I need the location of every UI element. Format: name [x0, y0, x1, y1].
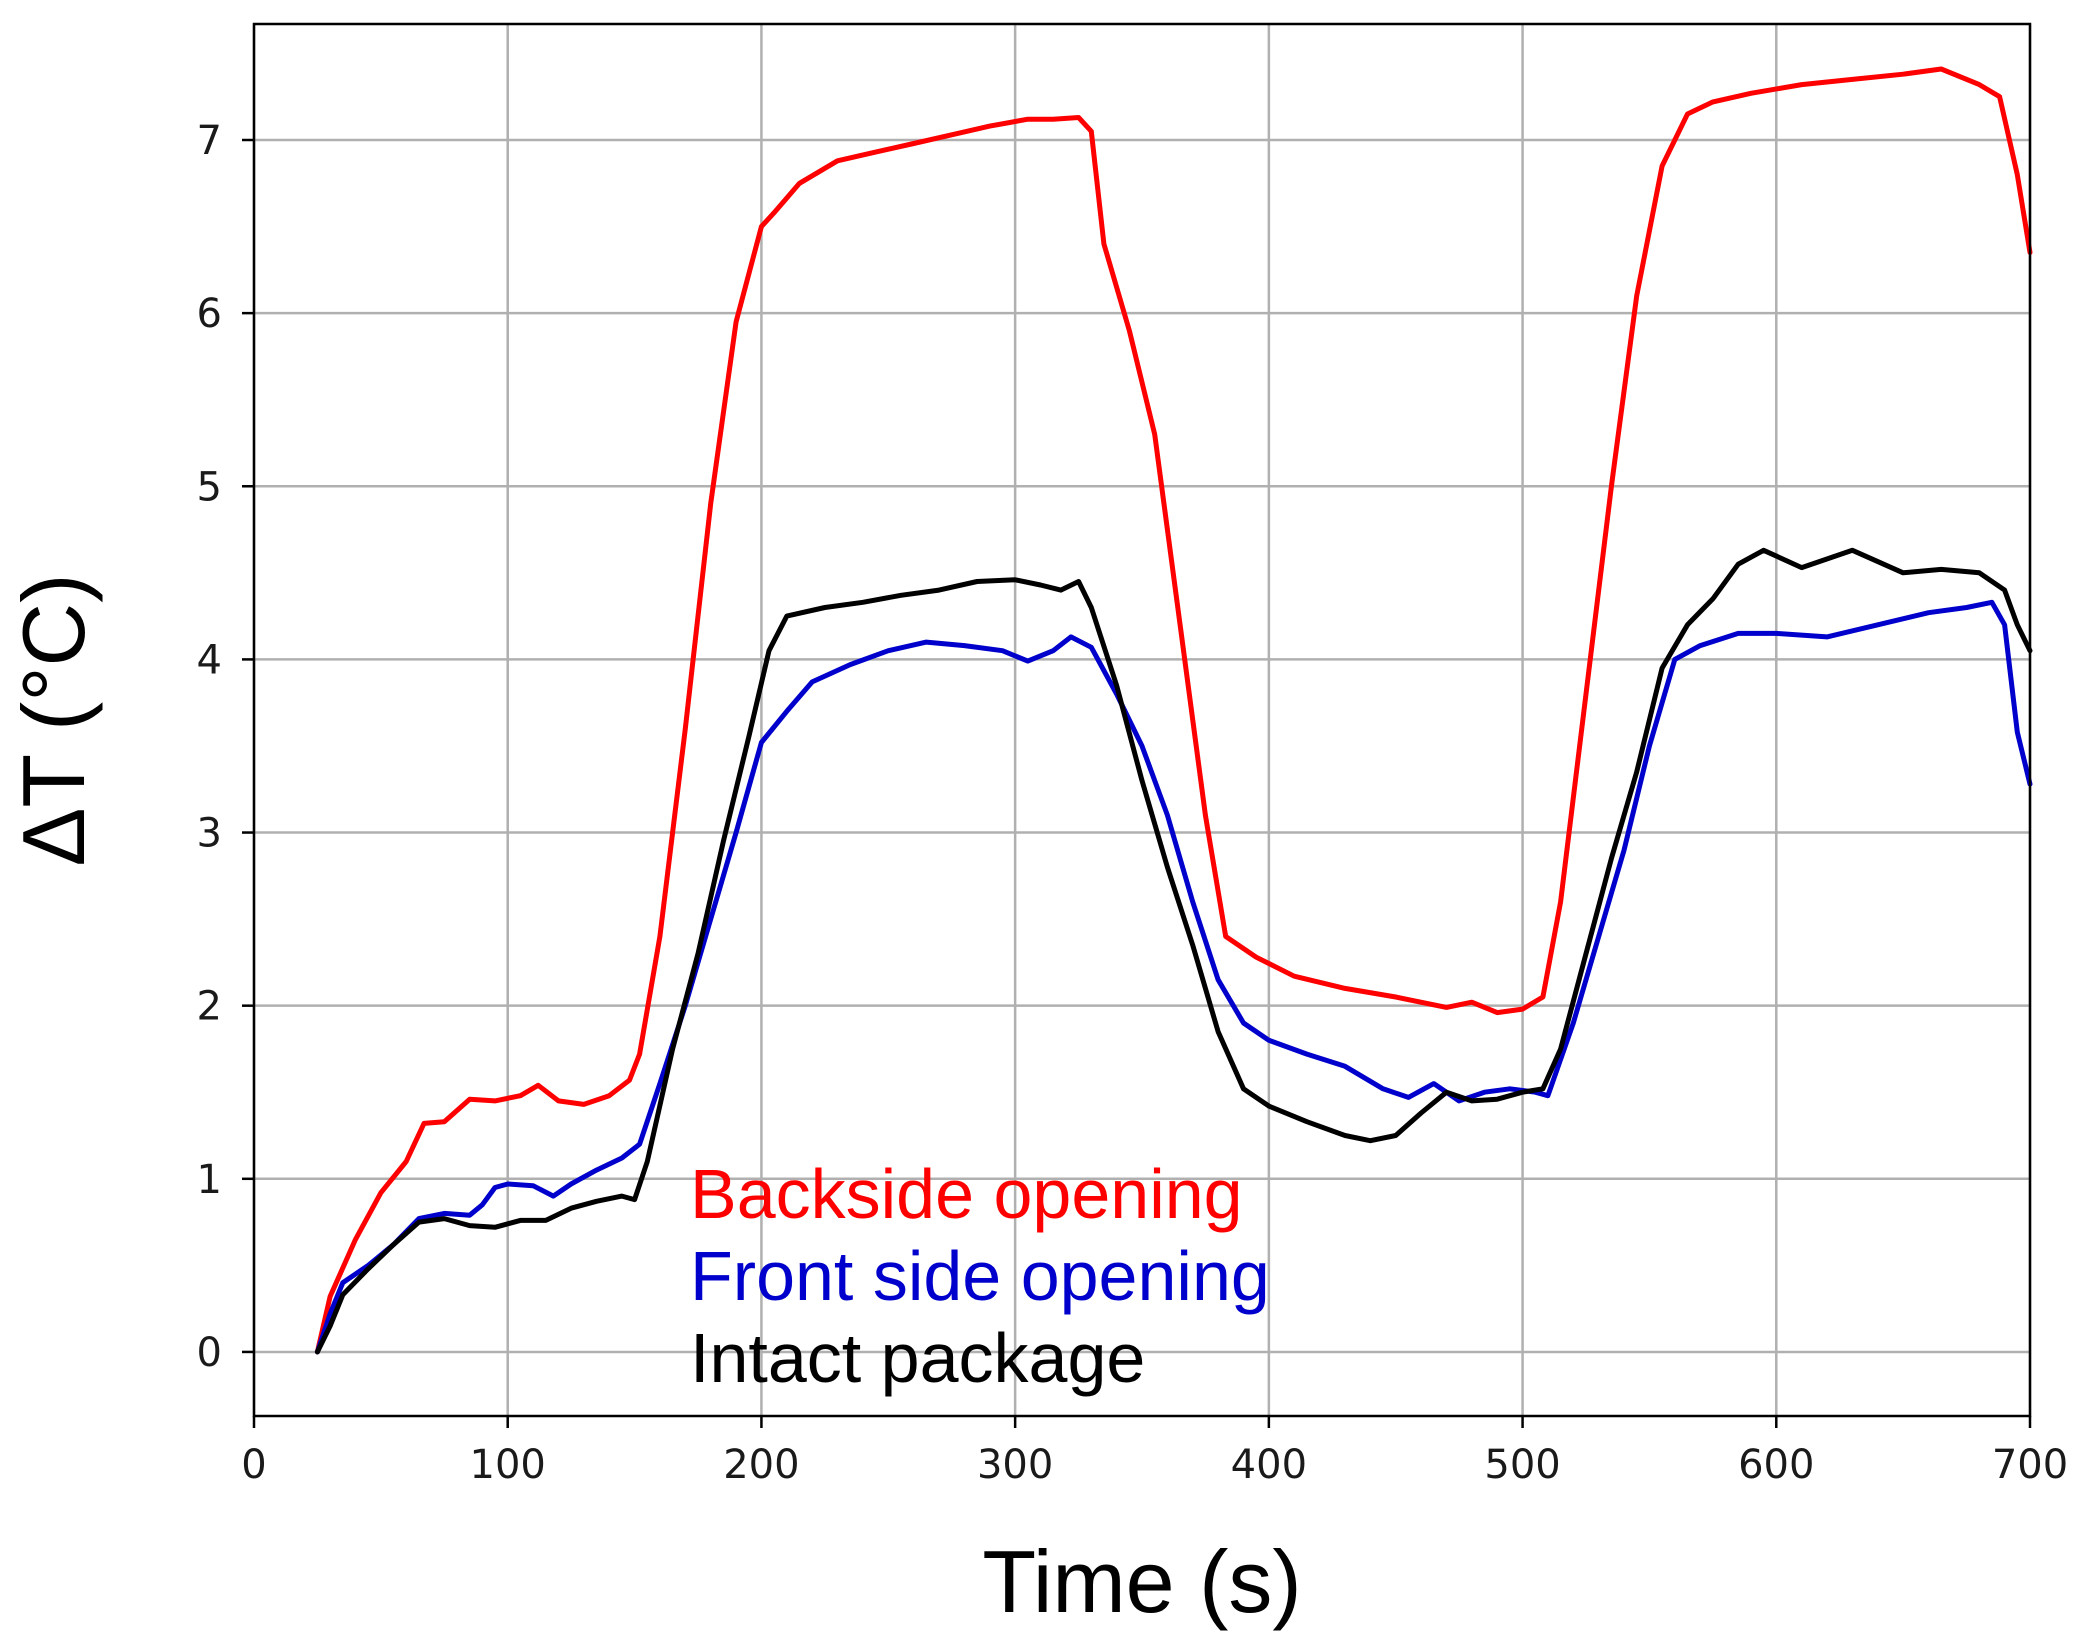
x-tick-label: 400: [1231, 1442, 1307, 1488]
plot-frame: [252, 22, 2032, 1418]
series-lines: [314, 66, 2033, 1355]
legend-entry-1: Front side opening: [690, 1237, 1270, 1315]
x-tick-label: 500: [1484, 1442, 1560, 1488]
y-tick-label: 6: [197, 291, 222, 337]
y-axis-title: ΔT (°C): [4, 574, 103, 867]
series-line-1: [314, 599, 2033, 1355]
x-tick-label: 100: [470, 1442, 546, 1488]
y-tick-label: 3: [197, 811, 222, 857]
x-tick-label: 300: [977, 1442, 1053, 1488]
y-tick-label: 4: [197, 637, 222, 683]
x-tick-label: 0: [241, 1442, 266, 1488]
legend-entry-0: Backside opening: [690, 1155, 1243, 1233]
x-tick-label: 600: [1738, 1442, 1814, 1488]
legend-entry-2: Intact package: [690, 1319, 1145, 1397]
grid-lines: [252, 24, 2032, 1416]
y-tick-label: 7: [197, 118, 222, 164]
y-tick-label: 5: [197, 464, 222, 510]
x-axis-title: Time (s): [982, 1532, 1301, 1631]
x-tick-label: 200: [723, 1442, 799, 1488]
series-line-2: [314, 547, 2033, 1355]
y-tick-label: 1: [197, 1157, 222, 1203]
y-tick-label: 0: [197, 1330, 222, 1376]
axis-ticks: 0 100 200 300 400 500 600 700 0 1 2 3 4 5 6 7: [197, 118, 2069, 1488]
series-line-0: [314, 66, 2033, 1355]
y-tick-label: 2: [197, 984, 222, 1030]
x-tick-label: 700: [1992, 1442, 2068, 1488]
